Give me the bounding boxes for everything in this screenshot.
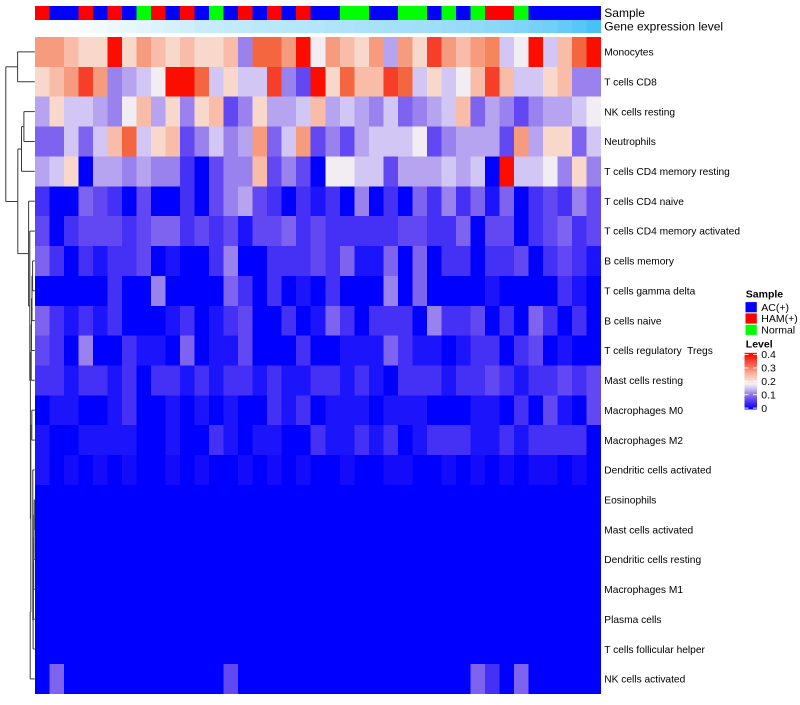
svg-text:0: 0	[761, 403, 767, 415]
svg-text:Monocytes: Monocytes	[604, 48, 653, 59]
svg-text:Macrophages M1: Macrophages M1	[604, 585, 683, 596]
svg-text:0.1: 0.1	[761, 389, 776, 401]
svg-text:Dendritic cells resting: Dendritic cells resting	[604, 555, 701, 566]
svg-text:Mast cells resting: Mast cells resting	[604, 376, 683, 387]
svg-text:Sample: Sample	[746, 288, 784, 300]
svg-text:T cells CD4 memory resting: T cells CD4 memory resting	[604, 167, 730, 178]
svg-text:Dendritic cells activated: Dendritic cells activated	[604, 466, 711, 477]
svg-text:Level: Level	[746, 339, 773, 351]
svg-text:NK cells activated: NK cells activated	[604, 675, 685, 686]
svg-text:Eosinophils: Eosinophils	[604, 495, 656, 506]
svg-text:0.4: 0.4	[761, 349, 776, 361]
svg-text:Macrophages M2: Macrophages M2	[604, 436, 683, 447]
svg-text:Mast cells activated: Mast cells activated	[604, 525, 693, 536]
svg-text:T cells follicular helper: T cells follicular helper	[604, 645, 705, 656]
svg-text:T cells gamma delta: T cells gamma delta	[604, 286, 695, 297]
svg-text:NK cells resting: NK cells resting	[604, 107, 675, 118]
svg-text:T cells regulatory Tregs: T cells regulatory Tregs	[604, 346, 713, 357]
svg-text:Plasma cells: Plasma cells	[604, 615, 661, 626]
svg-text:T cells CD8: T cells CD8	[604, 77, 657, 88]
svg-text:Macrophages M0: Macrophages M0	[604, 406, 683, 417]
svg-text:T cells CD4 memory activated: T cells CD4 memory activated	[604, 227, 740, 238]
svg-text:Normal: Normal	[761, 325, 795, 337]
svg-text:T cells CD4 naive: T cells CD4 naive	[604, 197, 684, 208]
svg-text:B cells naive: B cells naive	[604, 316, 662, 327]
svg-text:Sample: Sample	[604, 6, 645, 20]
svg-text:Neutrophils: Neutrophils	[604, 137, 656, 148]
svg-text:Gene expression level: Gene expression level	[604, 20, 723, 34]
svg-text:0.3: 0.3	[761, 363, 776, 375]
svg-text:B cells memory: B cells memory	[604, 257, 675, 268]
svg-text:AC(+): AC(+)	[761, 302, 789, 314]
svg-text:HAM(+): HAM(+)	[761, 313, 797, 325]
svg-text:0.2: 0.2	[761, 376, 776, 388]
